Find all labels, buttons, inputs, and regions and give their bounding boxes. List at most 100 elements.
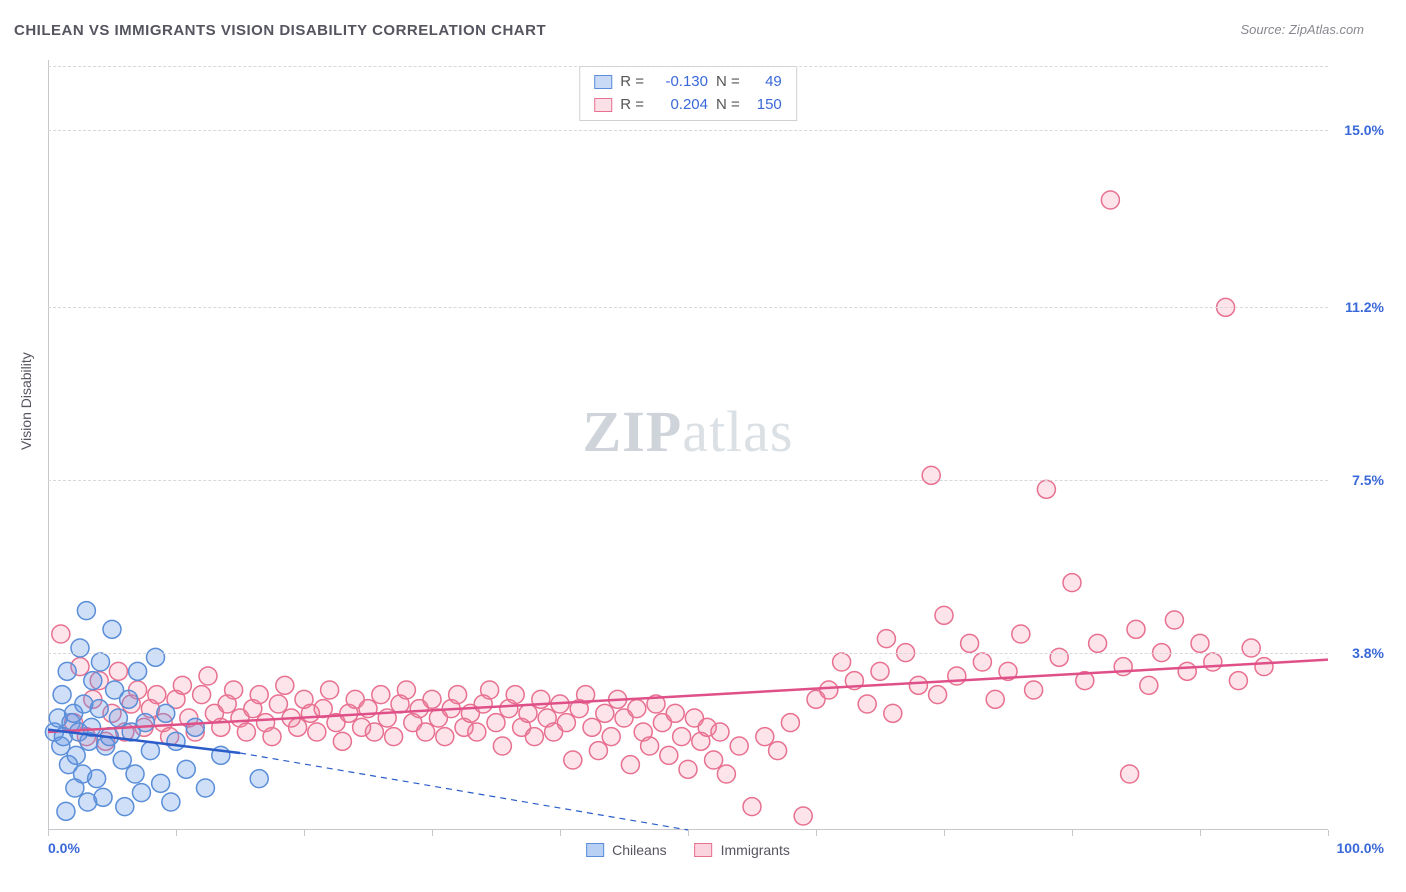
immigrants-point	[679, 760, 697, 778]
immigrants-point	[276, 676, 294, 694]
immigrants-point	[468, 723, 486, 741]
chileans-point	[103, 620, 121, 638]
x-tick	[1328, 830, 1329, 836]
stats-row-chileans: R = -0.130 N = 49	[594, 71, 782, 94]
chileans-point	[58, 662, 76, 680]
chileans-point	[90, 700, 108, 718]
immigrants-point	[1050, 648, 1068, 666]
chileans-point	[71, 639, 89, 657]
chileans-point	[177, 760, 195, 778]
immigrants-point	[308, 723, 326, 741]
chileans-point	[67, 746, 85, 764]
immigrants-point	[621, 756, 639, 774]
immigrants-point	[973, 653, 991, 671]
immigrants-point	[385, 728, 403, 746]
immigrants-point	[1178, 662, 1196, 680]
x-tick	[688, 830, 689, 836]
immigrants-point	[225, 681, 243, 699]
immigrants-point	[557, 714, 575, 732]
immigrants-point	[417, 723, 435, 741]
r-value: -0.130	[652, 71, 708, 94]
immigrants-point	[237, 723, 255, 741]
immigrants-point	[756, 728, 774, 746]
immigrants-point	[1025, 681, 1043, 699]
legend-label: Immigrants	[721, 842, 790, 858]
immigrants-point	[564, 751, 582, 769]
immigrants-point	[628, 700, 646, 718]
x-tick	[816, 830, 817, 836]
immigrants-point	[673, 728, 691, 746]
immigrants-point	[525, 728, 543, 746]
immigrants-point	[1229, 672, 1247, 690]
immigrants-point	[1114, 658, 1132, 676]
x-axis-max-label: 100.0%	[1337, 840, 1384, 856]
immigrants-point	[871, 662, 889, 680]
gridline	[48, 130, 1328, 131]
r-label: R =	[620, 94, 644, 117]
chileans-point	[91, 653, 109, 671]
source-attribution: Source: ZipAtlas.com	[1240, 22, 1364, 37]
immigrants-point	[833, 653, 851, 671]
chileans-point	[141, 742, 159, 760]
immigrants-point	[1101, 191, 1119, 209]
immigrants-point	[436, 728, 454, 746]
immigrants-point	[986, 690, 1004, 708]
r-value: 0.204	[652, 94, 708, 117]
immigrants-point	[589, 742, 607, 760]
immigrants-point	[948, 667, 966, 685]
chart-svg	[48, 60, 1328, 830]
legend-swatch-pink-icon	[695, 843, 713, 857]
immigrants-point	[333, 732, 351, 750]
chileans-point	[126, 765, 144, 783]
chileans-point	[109, 709, 127, 727]
legend-item-chileans: Chileans	[586, 842, 666, 858]
swatch-blue-icon	[594, 75, 612, 89]
immigrants-point	[1127, 620, 1145, 638]
immigrants-point	[820, 681, 838, 699]
chileans-point	[250, 770, 268, 788]
immigrants-point	[52, 625, 70, 643]
immigrants-point	[922, 466, 940, 484]
n-label: N =	[716, 71, 740, 94]
immigrants-point	[660, 746, 678, 764]
chileans-point	[196, 779, 214, 797]
immigrants-point	[583, 718, 601, 736]
immigrants-point	[1037, 480, 1055, 498]
immigrants-point	[877, 630, 895, 648]
n-value: 150	[748, 94, 782, 117]
immigrants-point	[1242, 639, 1260, 657]
r-label: R =	[620, 71, 644, 94]
immigrants-point	[1012, 625, 1030, 643]
immigrants-point	[372, 686, 390, 704]
immigrants-point	[1089, 634, 1107, 652]
immigrants-point	[794, 807, 812, 825]
immigrants-point	[449, 686, 467, 704]
x-tick	[1200, 830, 1201, 836]
y-tick-label: 7.5%	[1352, 472, 1384, 488]
stats-row-immigrants: R = 0.204 N = 150	[594, 94, 782, 117]
immigrants-point	[961, 634, 979, 652]
immigrants-point	[730, 737, 748, 755]
gridline	[48, 480, 1328, 481]
immigrants-point	[199, 667, 217, 685]
immigrants-point	[666, 704, 684, 722]
chileans-point	[94, 788, 112, 806]
plot-area: ZIPatlas R = -0.130 N = 49 R = 0.204 N =…	[48, 60, 1328, 830]
x-tick	[48, 830, 49, 836]
chileans-point	[113, 751, 131, 769]
chileans-point	[132, 784, 150, 802]
x-axis-min-label: 0.0%	[48, 840, 80, 856]
chileans-point	[186, 718, 204, 736]
chileans-point	[84, 672, 102, 690]
immigrants-point	[173, 676, 191, 694]
chileans-point	[129, 662, 147, 680]
chileans-point	[116, 798, 134, 816]
chart-container: CHILEAN VS IMMIGRANTS VISION DISABILITY …	[0, 0, 1406, 892]
chileans-point	[88, 770, 106, 788]
immigrants-point	[193, 686, 211, 704]
y-tick-label: 15.0%	[1344, 122, 1384, 138]
immigrants-point	[711, 723, 729, 741]
immigrants-point	[705, 751, 723, 769]
x-tick	[560, 830, 561, 836]
immigrants-point	[397, 681, 415, 699]
